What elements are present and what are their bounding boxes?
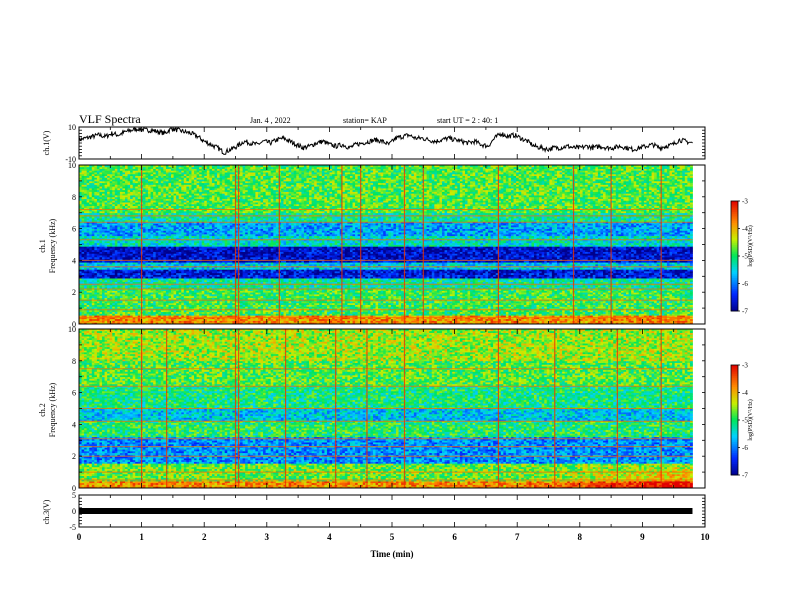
date-label: Jan. 4 , 2022: [250, 116, 291, 125]
station-label: station= KAP: [343, 116, 387, 125]
y-tick-label: 10: [68, 123, 76, 132]
ch1-waveform-line: [79, 128, 693, 155]
start-time-label: start UT = 2 : 40: 1: [437, 116, 498, 125]
ch1-waveform-panel: 10-10: [65, 123, 705, 164]
figure-title: VLF Spectra: [79, 112, 141, 126]
